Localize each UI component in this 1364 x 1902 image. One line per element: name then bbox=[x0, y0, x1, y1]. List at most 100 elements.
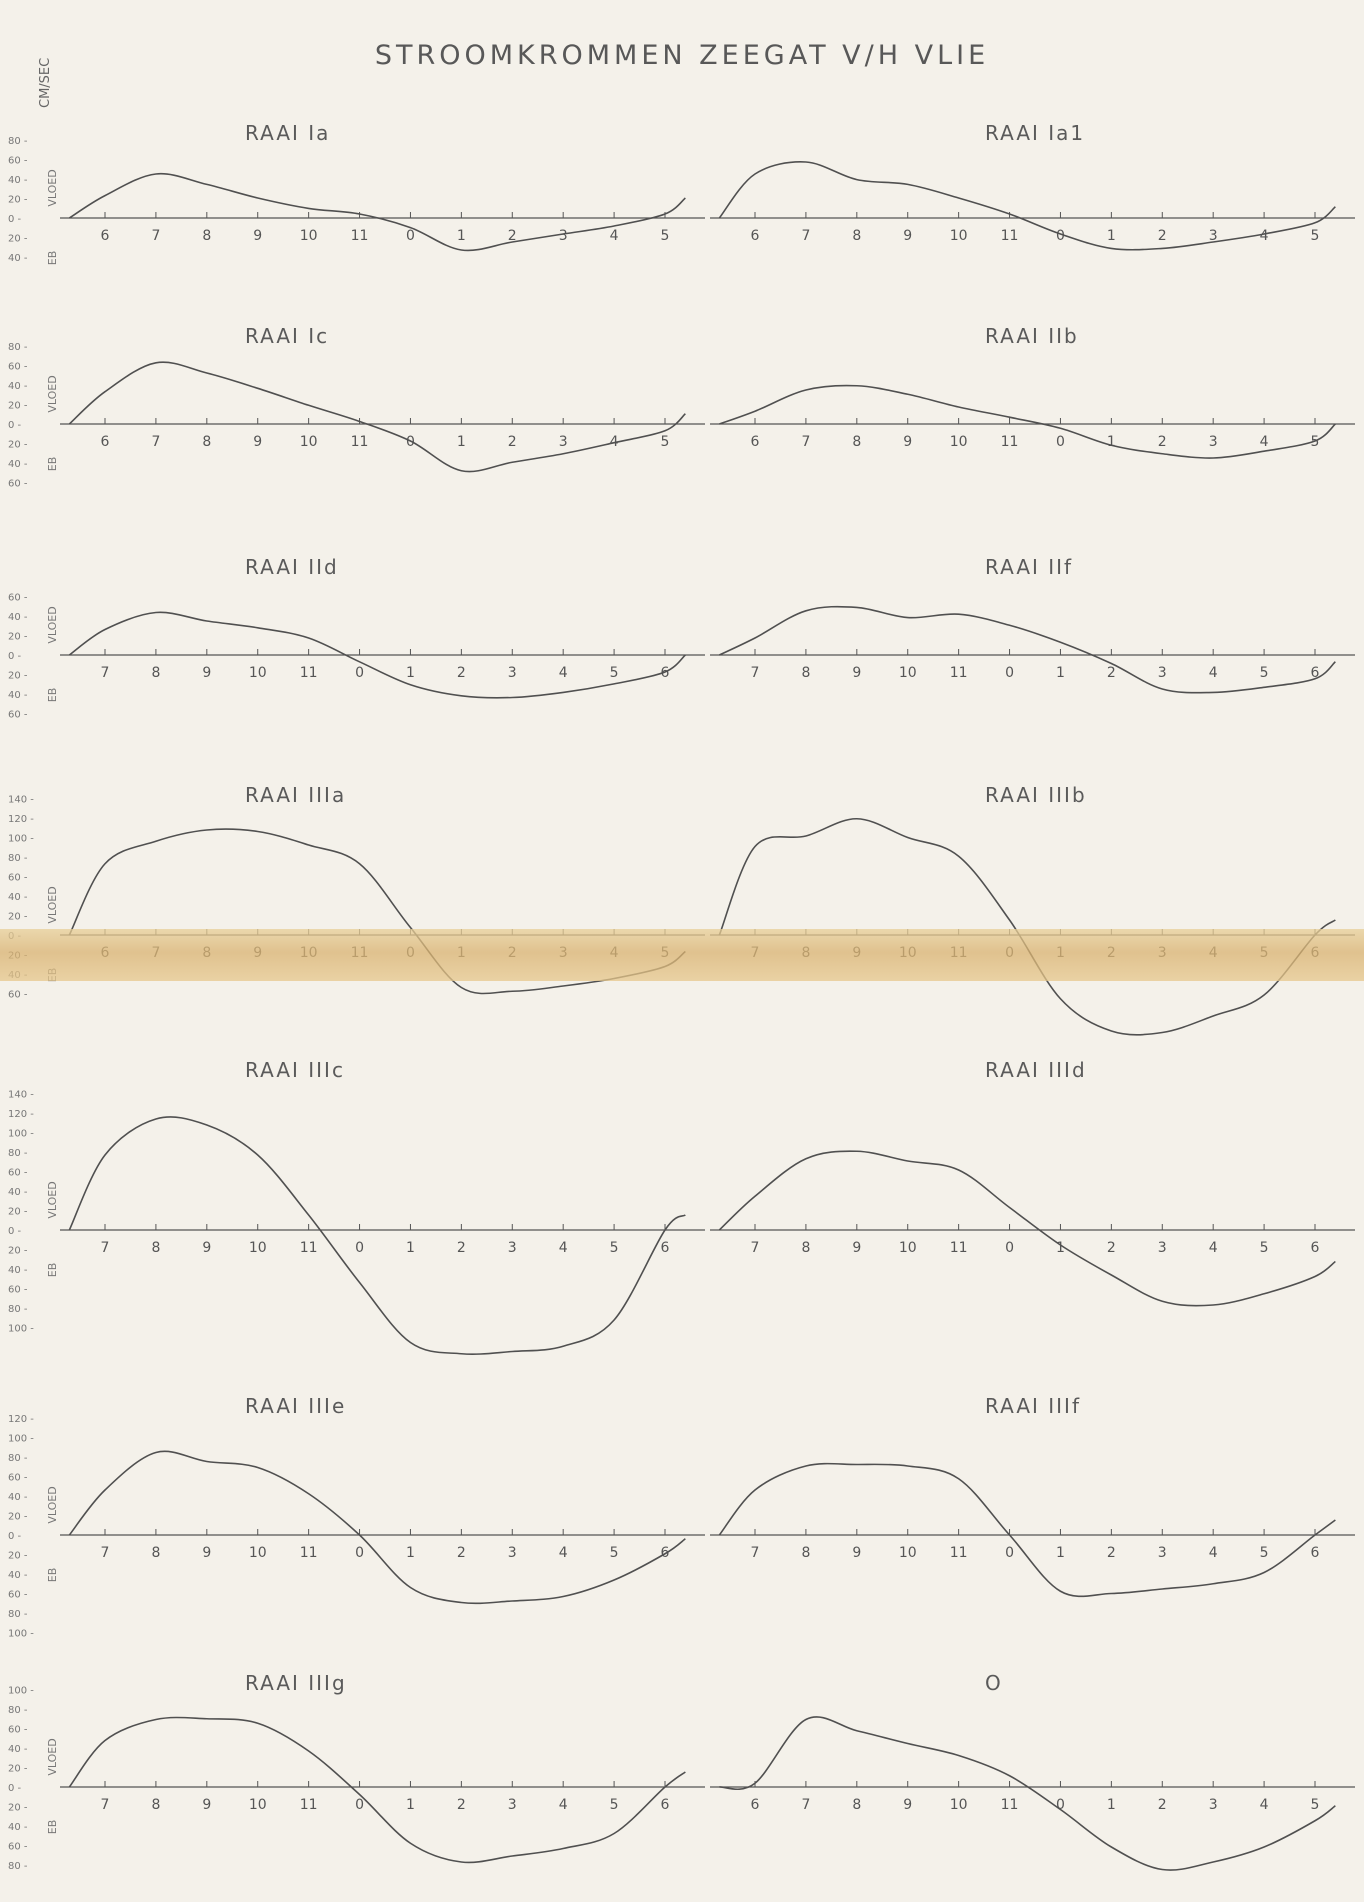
x-tick-label: 7 bbox=[751, 1545, 760, 1561]
y-tick-label: 100 - bbox=[8, 1434, 34, 1445]
y-tick-label: 100 - bbox=[8, 1686, 34, 1697]
x-tick-label: 11 bbox=[300, 665, 318, 681]
y-tick-label: 0 - bbox=[8, 1226, 22, 1237]
panel-title: RAAI IIIc bbox=[245, 1058, 345, 1082]
x-tick-label: 2 bbox=[1107, 1545, 1116, 1561]
x-tick-label: 6 bbox=[101, 228, 110, 244]
x-tick-label: 0 bbox=[1056, 228, 1065, 244]
y-tick-label: 60 - bbox=[8, 1285, 28, 1296]
x-tick-label: 1 bbox=[1056, 1240, 1065, 1256]
x-tick-label: 0 bbox=[355, 1240, 364, 1256]
y-tick-label: 20 - bbox=[8, 195, 28, 206]
y-tick-label: 20 - bbox=[8, 1246, 28, 1257]
x-tick-label: 5 bbox=[1260, 665, 1269, 681]
y-tick-label: 20 - bbox=[8, 632, 28, 643]
x-tick-label: 5 bbox=[610, 1240, 619, 1256]
x-tick-label: 11 bbox=[300, 1240, 318, 1256]
panel-9: 7 8 9 10 11 0 1 2 3 4 5 6 RAAI IIId bbox=[710, 1058, 1355, 1307]
y-tick-label: 40 - bbox=[8, 175, 28, 186]
x-tick-label: 0 bbox=[406, 434, 415, 450]
x-tick-label: 9 bbox=[903, 434, 912, 450]
y-tick-label: 0 - bbox=[8, 420, 22, 431]
panel-title: O bbox=[985, 1671, 1003, 1695]
eb-label: EB bbox=[46, 251, 59, 266]
eb-label: EB bbox=[46, 688, 59, 703]
y-tick-label: 120 - bbox=[8, 814, 34, 825]
x-tick-label: 9 bbox=[202, 1240, 211, 1256]
y-tick-label: 40 - bbox=[8, 1492, 28, 1503]
x-tick-label: 5 bbox=[1311, 228, 1320, 244]
x-tick-label: 9 bbox=[202, 1797, 211, 1813]
x-tick-label: 4 bbox=[559, 665, 568, 681]
x-tick-label: 8 bbox=[801, 1240, 810, 1256]
x-tick-label: 0 bbox=[1005, 1240, 1014, 1256]
x-tick-label: 8 bbox=[202, 228, 211, 244]
x-tick-label: 1 bbox=[406, 1545, 415, 1561]
eb-label: EB bbox=[46, 1568, 59, 1583]
x-tick-label: 2 bbox=[457, 1545, 466, 1561]
x-tick-label: 2 bbox=[1107, 1240, 1116, 1256]
vloed-label: VLOED bbox=[46, 169, 59, 206]
y-tick-label: 100 - bbox=[8, 1324, 34, 1335]
x-tick-label: 1 bbox=[1056, 1545, 1065, 1561]
x-tick-label: 3 bbox=[1209, 434, 1218, 450]
y-tick-label: 20 - bbox=[8, 1803, 28, 1814]
x-tick-label: 10 bbox=[950, 228, 968, 244]
panel-title: RAAI IIIg bbox=[245, 1671, 347, 1695]
x-tick-label: 6 bbox=[1311, 1240, 1320, 1256]
vloed-label: VLOED bbox=[46, 1738, 59, 1775]
y-tick-label: 60 - bbox=[8, 593, 28, 604]
x-tick-label: 4 bbox=[559, 1797, 568, 1813]
panel-8: 7 8 9 10 11 0 1 2 3 4 5 6 140 - 120 - 100 - 80 - 60 - 40 … bbox=[8, 1058, 705, 1356]
y-tick-label: 40 - bbox=[8, 612, 28, 623]
x-tick-label: 0 bbox=[355, 665, 364, 681]
eb-label: EB bbox=[46, 1263, 59, 1278]
x-tick-label: 6 bbox=[1311, 665, 1320, 681]
x-tick-label: 0 bbox=[406, 228, 415, 244]
x-tick-label: 10 bbox=[950, 434, 968, 450]
x-tick-label: 6 bbox=[751, 228, 760, 244]
x-tick-label: 5 bbox=[610, 665, 619, 681]
x-tick-label: 9 bbox=[852, 1545, 861, 1561]
y-tick-label: 80 - bbox=[8, 1304, 28, 1315]
x-tick-label: 4 bbox=[610, 228, 619, 244]
series-line bbox=[68, 361, 686, 473]
x-tick-label: 8 bbox=[151, 665, 160, 681]
series-line bbox=[718, 161, 1336, 251]
x-tick-label: 11 bbox=[300, 1797, 318, 1813]
x-tick-label: 11 bbox=[950, 1545, 968, 1561]
x-tick-label: 5 bbox=[1260, 1545, 1269, 1561]
x-tick-label: 1 bbox=[1107, 434, 1116, 450]
x-tick-label: 5 bbox=[1260, 1240, 1269, 1256]
y-tick-label: 60 - bbox=[8, 990, 28, 1001]
y-tick-label: 20 - bbox=[8, 440, 28, 451]
series-line bbox=[68, 1116, 686, 1356]
x-tick-label: 6 bbox=[661, 665, 670, 681]
x-tick-label: 4 bbox=[1260, 228, 1269, 244]
x-tick-label: 10 bbox=[249, 665, 267, 681]
x-tick-label: 10 bbox=[899, 1545, 917, 1561]
panel-title: RAAI IIIf bbox=[985, 1394, 1081, 1418]
x-tick-label: 7 bbox=[801, 228, 810, 244]
x-tick-label: 1 bbox=[1107, 228, 1116, 244]
x-tick-label: 7 bbox=[801, 1797, 810, 1813]
x-tick-label: 7 bbox=[801, 434, 810, 450]
y-tick-label: 60 - bbox=[8, 873, 28, 884]
y-tick-label: 40 - bbox=[8, 1744, 28, 1755]
x-tick-label: 0 bbox=[1056, 1797, 1065, 1813]
x-tick-label: 5 bbox=[1311, 1797, 1320, 1813]
series-line bbox=[718, 817, 1336, 1036]
x-tick-label: 3 bbox=[508, 1240, 517, 1256]
x-tick-label: 9 bbox=[903, 228, 912, 244]
x-tick-label: 0 bbox=[355, 1797, 364, 1813]
vloed-label: VLOED bbox=[46, 886, 59, 923]
panel-0: 6 7 8 9 10 11 0 1 2 3 4 5 80 - 60 - 40 - 20 - 0 - 20 - 40 … bbox=[8, 121, 705, 265]
panel-title: RAAI IIId bbox=[985, 1058, 1087, 1082]
x-tick-label: 11 bbox=[300, 1545, 318, 1561]
vloed-label: VLOED bbox=[46, 375, 59, 412]
x-tick-label: 8 bbox=[151, 1797, 160, 1813]
series-line bbox=[718, 1150, 1336, 1307]
x-tick-label: 1 bbox=[406, 1797, 415, 1813]
y-tick-label: 40 - bbox=[8, 892, 28, 903]
x-tick-label: 1 bbox=[1107, 1797, 1116, 1813]
